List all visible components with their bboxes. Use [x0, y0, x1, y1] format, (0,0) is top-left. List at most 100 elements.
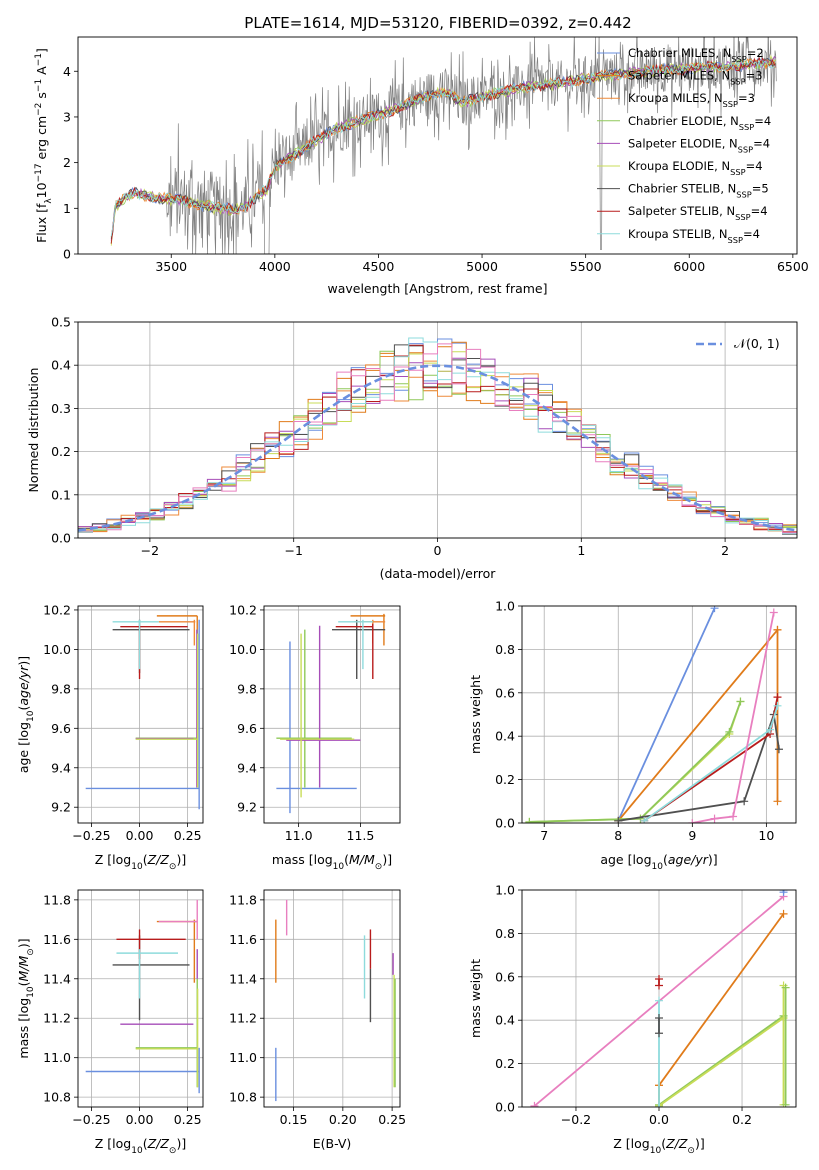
x-tick-label: 0.00	[126, 1112, 154, 1127]
weight-point-marker	[530, 1101, 539, 1107]
weight-point-marker	[655, 974, 663, 983]
mass-vs-metallicity-panel: −0.25 0.00 0.25 10.8 11.0 11.2 11.4 11.6 11.8 Z […	[16, 889, 204, 1156]
weight-point-marker	[740, 797, 749, 806]
y-tick-label: 0.4	[51, 358, 71, 373]
plot-area	[85, 899, 200, 1094]
model-spectrum-line	[110, 58, 777, 237]
y-axis-label: Normed distribution	[26, 368, 41, 493]
weight-series-line	[617, 629, 779, 822]
x-axis-label: Z [log10(Z/Z⊙)]	[95, 1136, 186, 1156]
x-tick-label: −0.25	[72, 1112, 110, 1127]
y-tick-label: 11.8	[229, 892, 257, 907]
x-tick-label: 0.20	[329, 1112, 357, 1127]
y-tick-label: 11.4	[229, 971, 257, 986]
y-tick-label: 0.1	[51, 487, 71, 502]
y-tick-label: 9.2	[51, 800, 71, 815]
y-tick-label: 9.6	[237, 721, 257, 736]
y-axis-label: Flux [fλ10−17 erg cm−2 s−1 A−1]	[34, 48, 54, 243]
y-tick-label: 0.8	[495, 642, 515, 657]
y-tick-label: 0.0	[495, 1100, 515, 1115]
x-tick-label: 4000	[259, 259, 291, 274]
histogram-step	[78, 343, 797, 534]
mass-weight-vs-age-panel: 7 8 9 10 0.0 0.2 0.4 0.6 0.8 1.0 age [log10(age/yr…	[468, 599, 797, 872]
plot-area	[78, 337, 797, 535]
weight-point-marker	[781, 1100, 790, 1107]
x-tick-label: 5500	[570, 259, 602, 274]
y-tick-label: 11.8	[43, 892, 71, 907]
y-tick-label: 0.3	[51, 401, 71, 416]
weight-series-line	[658, 1015, 785, 1106]
grid	[264, 606, 400, 823]
weight-point-marker	[736, 697, 745, 706]
weight-point-marker	[614, 816, 623, 823]
weight-point-marker	[640, 816, 649, 823]
weight-point-marker	[655, 1103, 663, 1107]
mass-weight-vs-metallicity-panel: −0.2 0.0 0.2 0.0 0.2 0.4 0.6 0.8 1.0 Z [log10(Z/Z…	[468, 883, 797, 1156]
x-tick-label: 0.00	[126, 828, 154, 843]
x-axis-label: E(B-V)	[313, 1136, 352, 1151]
legend-label: Salpeter STELIB, NSSP=4	[628, 204, 768, 222]
weight-point-marker	[779, 909, 788, 918]
observed-spectrum	[110, 37, 777, 254]
grid	[522, 605, 796, 824]
axes-frame	[521, 605, 797, 824]
grid	[78, 606, 203, 823]
weight-point-marker	[710, 814, 719, 823]
weight-point-marker	[766, 725, 775, 734]
x-tick-label: 9	[688, 828, 696, 843]
ticks: 11.0 11.5 9.2 9.4 9.6 9.8 10.0 10.2	[229, 602, 374, 843]
x-tick-label: 4500	[363, 259, 395, 274]
ticks: −0.25 0.00 0.25 10.8 11.0 11.2 11.4 11.6 11.8	[43, 892, 201, 1127]
y-tick-label: 9.4	[51, 760, 71, 775]
legend-label: Chabrier STELIB, NSSP=5	[628, 182, 769, 200]
x-tick-label: 0.25	[174, 1112, 202, 1127]
y-tick-label: 4	[63, 64, 71, 79]
spectrum-legend: Chabrier MILES, NSSP=2 Salpeter MILES, NS…	[597, 46, 771, 245]
weight-series-line	[658, 913, 785, 1086]
gaussian-curve	[78, 364, 797, 532]
x-tick-label: −1	[284, 543, 302, 558]
y-axis-label: mass weight	[468, 675, 483, 754]
axes-frame	[263, 605, 401, 824]
mass-vs-ebv-panel: 0.15 0.20 0.25 10.8 11.0 11.2 11.4 11.6 11.8 E(B-…	[229, 889, 406, 1151]
plot-area	[110, 37, 777, 254]
histogram-step	[78, 344, 797, 533]
plot-area	[275, 899, 396, 1102]
y-tick-label: 2	[63, 155, 71, 170]
x-axis-label: mass [log10(M/M⊙)]	[272, 852, 392, 872]
y-tick-label: 0.2	[495, 772, 515, 787]
x-tick-label: 0.25	[174, 828, 202, 843]
weight-series-line	[692, 612, 775, 823]
weight-point-marker	[773, 625, 782, 634]
y-tick-label: 0.0	[495, 816, 515, 831]
plot-area	[85, 615, 200, 810]
y-tick-label: 11.6	[43, 932, 71, 947]
y-tick-label: 9.2	[237, 800, 257, 815]
x-axis-label: age [log10(age/yr)]	[600, 852, 717, 872]
legend-label: 𝒩(0, 1)	[734, 336, 780, 351]
spectrum-panel: 3500 4000 4500 5000 5500 6000 6500 0 1 2 3 4 Chabrie…	[34, 36, 809, 296]
y-tick-label: 10.2	[229, 602, 257, 617]
x-tick-label: 0	[434, 543, 442, 558]
y-tick-label: 1.0	[495, 883, 515, 898]
y-tick-label: 9.6	[51, 721, 71, 736]
y-tick-label: 0.4	[495, 1013, 515, 1028]
y-tick-label: 11.0	[229, 1050, 257, 1065]
x-tick-label: 3500	[155, 259, 187, 274]
weight-series-line	[617, 607, 716, 822]
y-tick-label: 0.2	[495, 1056, 515, 1071]
legend-label: Kroupa ELODIE, NSSP=4	[628, 159, 763, 177]
weight-series-line	[658, 1017, 785, 1107]
grid	[264, 890, 400, 1107]
age-vs-mass-panel: 11.0 11.5 9.2 9.4 9.6 9.8 10.0 10.2 mass [log10(…	[229, 602, 401, 872]
ticks: −2 −1 0 1 2 0.0 0.1 0.2 0.3 0.4 0.5	[51, 315, 729, 559]
y-tick-label: 11.2	[43, 1011, 71, 1026]
axes-frame	[77, 889, 204, 1108]
legend-label: Chabrier ELODIE, NSSP=4	[628, 114, 771, 132]
x-axis-label: Z [log10(Z/Z⊙)]	[95, 852, 186, 872]
axes-frame	[77, 36, 798, 255]
y-tick-label: 1	[63, 201, 71, 216]
ticks: 7 8 9 10 0.0 0.2 0.4 0.6 0.8 1.0	[495, 599, 774, 844]
legend-label: Salpeter MILES, NSSP=3	[628, 69, 763, 87]
